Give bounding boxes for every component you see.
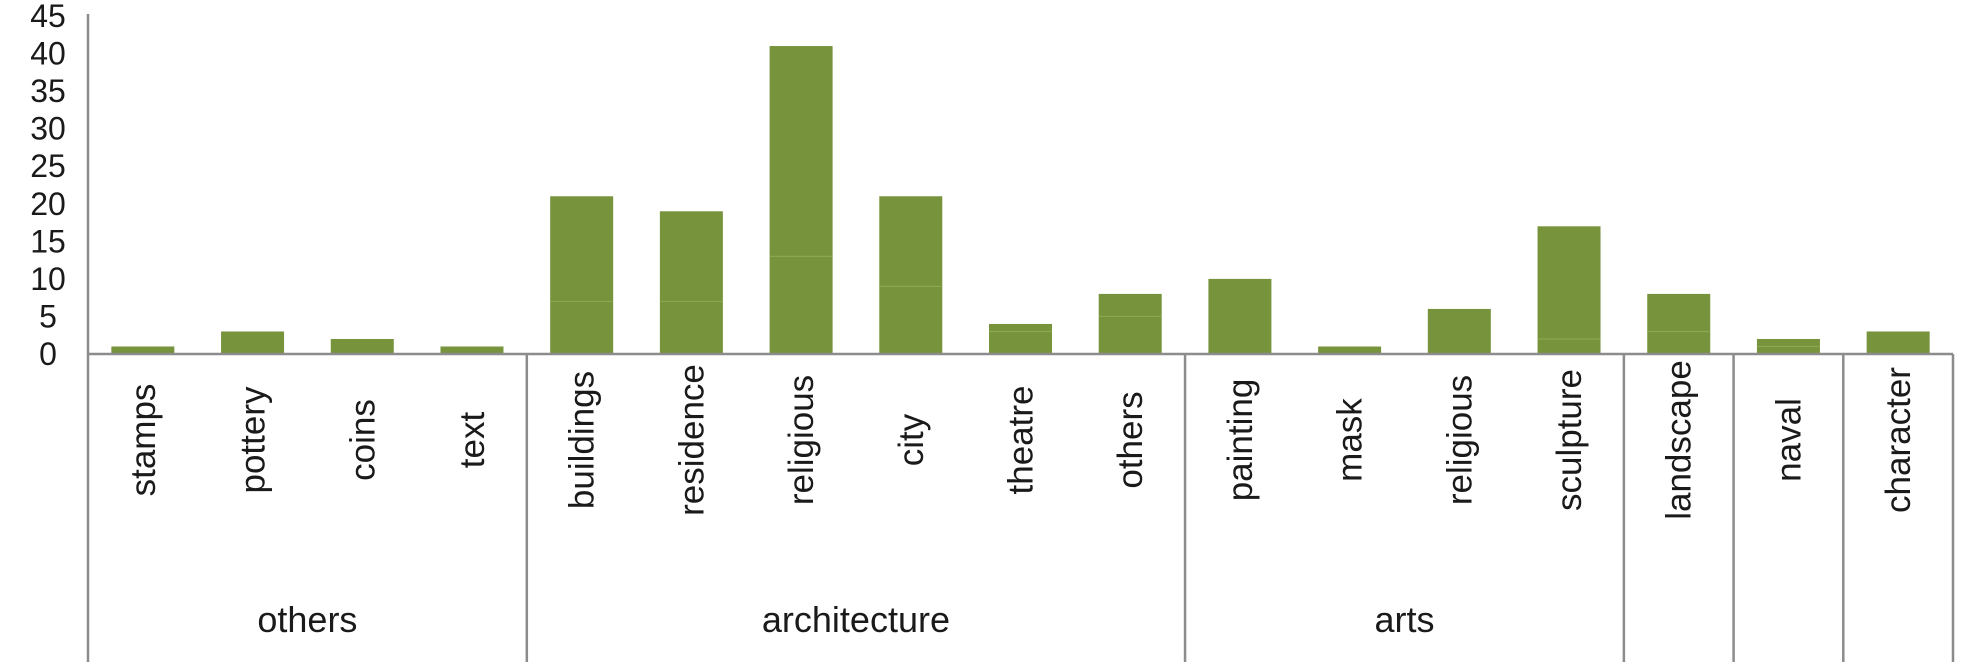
bar-segment bbox=[659, 301, 723, 354]
bar-segment bbox=[221, 331, 285, 354]
bar-segment bbox=[1537, 226, 1601, 339]
axes bbox=[86, 14, 1955, 662]
bar-segment bbox=[1647, 331, 1711, 354]
bar-segment bbox=[111, 346, 175, 354]
bar-segment bbox=[1208, 278, 1272, 354]
y-tick-label: 20 bbox=[30, 186, 66, 222]
group-label: others bbox=[257, 599, 357, 640]
y-tick-label: 45 bbox=[30, 0, 66, 34]
bar-segment bbox=[550, 196, 614, 302]
bar-segment bbox=[330, 338, 394, 354]
category-label: buildings bbox=[563, 371, 602, 509]
bar-segment bbox=[1866, 331, 1930, 354]
y-tick-label: 30 bbox=[30, 111, 66, 147]
y-tick-label: 35 bbox=[30, 73, 66, 109]
bar-segment bbox=[1427, 308, 1491, 354]
bars bbox=[111, 46, 1930, 354]
category-label: landscape bbox=[1660, 360, 1699, 520]
y-tick-label: 15 bbox=[30, 223, 66, 259]
category-label: pottery bbox=[234, 386, 273, 493]
y-tick-label: 10 bbox=[30, 261, 66, 297]
bar-segment bbox=[659, 211, 723, 302]
category-labels: stamps pottery coins text buildings residence… bbox=[124, 360, 1918, 520]
category-label: stamps bbox=[124, 384, 163, 497]
category-label: theatre bbox=[1002, 386, 1041, 495]
bar-segment bbox=[1318, 346, 1382, 354]
bar-segment bbox=[440, 346, 504, 354]
bar-segment bbox=[1098, 293, 1162, 317]
category-label: religious bbox=[782, 375, 821, 505]
category-label: coins bbox=[343, 399, 382, 481]
bar-segment bbox=[1098, 316, 1162, 354]
y-tick-label: 25 bbox=[30, 148, 66, 184]
bar-segment bbox=[1647, 293, 1711, 332]
bar-segment bbox=[769, 256, 833, 354]
category-label: character bbox=[1879, 367, 1918, 513]
y-tick-label: 40 bbox=[30, 36, 66, 72]
bar-segment bbox=[879, 286, 943, 354]
bar-segment bbox=[769, 46, 833, 257]
bar-segment bbox=[1756, 338, 1820, 347]
group-labels: others architecture arts bbox=[257, 599, 1434, 640]
category-label: religious bbox=[1440, 375, 1479, 505]
category-label: naval bbox=[1769, 398, 1808, 482]
category-label: text bbox=[453, 412, 492, 469]
bar-segment bbox=[1537, 338, 1601, 354]
group-label: architecture bbox=[762, 599, 950, 640]
category-label: painting bbox=[1221, 379, 1260, 502]
bar-segment bbox=[989, 331, 1052, 354]
bar-segment bbox=[1756, 346, 1820, 354]
group-label: arts bbox=[1374, 599, 1434, 640]
bar-segment bbox=[550, 301, 614, 354]
bar-segment bbox=[989, 323, 1052, 332]
category-label: sculpture bbox=[1550, 369, 1589, 511]
y-tick-label: 5 bbox=[39, 298, 57, 334]
category-label: mask bbox=[1331, 398, 1370, 482]
category-label: city bbox=[892, 413, 931, 466]
bar-segment bbox=[879, 196, 943, 287]
y-tick-label: 0 bbox=[39, 336, 57, 372]
category-label: others bbox=[1111, 391, 1150, 488]
category-label: residence bbox=[672, 364, 711, 516]
